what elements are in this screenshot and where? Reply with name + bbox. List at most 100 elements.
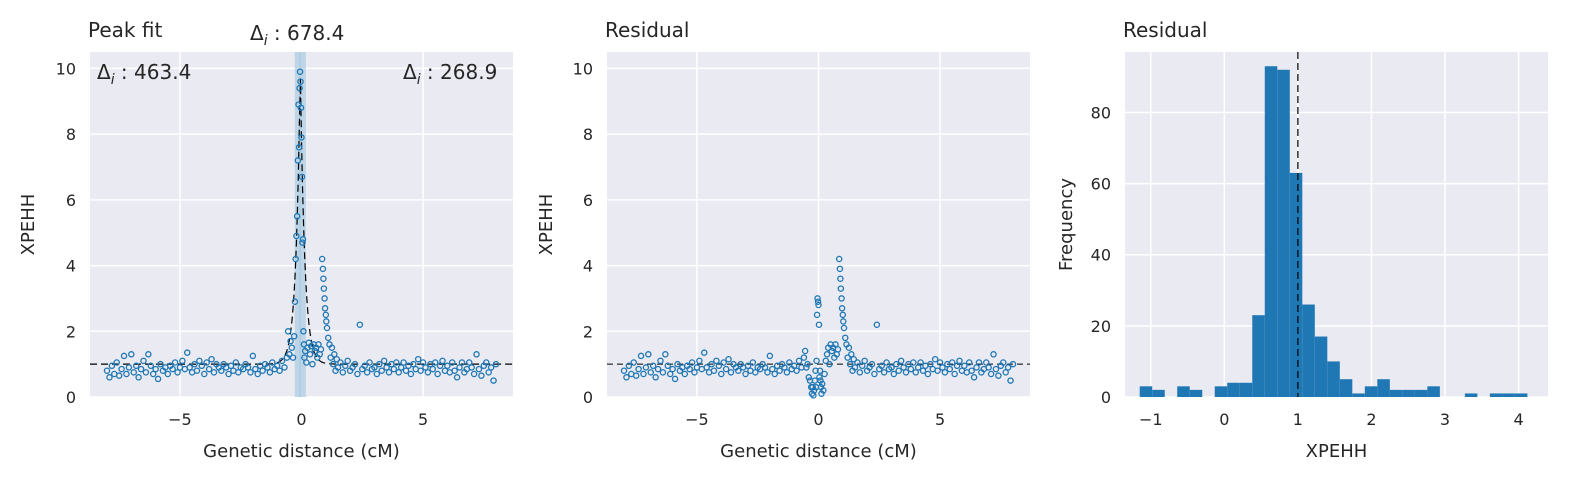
delta-value: : 678.4 bbox=[268, 21, 345, 45]
y-tick-label: 40 bbox=[1091, 246, 1111, 265]
data-point bbox=[320, 275, 327, 282]
data-point bbox=[337, 359, 344, 366]
data-point bbox=[356, 321, 364, 328]
data-point bbox=[850, 355, 858, 363]
data-point bbox=[893, 360, 900, 368]
data-point bbox=[299, 239, 306, 246]
data-point bbox=[813, 311, 821, 319]
data-point bbox=[837, 285, 845, 292]
y-tick-label: 8 bbox=[583, 125, 593, 144]
histogram-bar bbox=[1289, 172, 1303, 397]
data-points bbox=[620, 255, 1017, 399]
data-point bbox=[749, 359, 757, 366]
data-point bbox=[674, 360, 681, 368]
data-point bbox=[334, 364, 342, 371]
data-point bbox=[795, 357, 803, 365]
data-point bbox=[722, 365, 730, 373]
delta-symbol: Δ bbox=[250, 21, 264, 45]
data-point bbox=[649, 362, 657, 370]
data-point bbox=[951, 370, 958, 378]
x-axis-label: XPEHH bbox=[1306, 441, 1368, 462]
x-tick-label: 5 bbox=[418, 410, 428, 429]
data-point bbox=[296, 84, 303, 92]
data-point bbox=[992, 365, 1000, 373]
data-point bbox=[835, 255, 843, 263]
data-point bbox=[769, 365, 776, 373]
y-axis-label: XPEHH bbox=[536, 194, 557, 256]
data-point bbox=[157, 360, 164, 368]
data-point bbox=[296, 68, 304, 75]
data-point bbox=[815, 301, 822, 309]
histogram-bar bbox=[1352, 393, 1365, 397]
data-point bbox=[293, 213, 301, 220]
data-point bbox=[431, 359, 439, 366]
data-point bbox=[315, 341, 322, 348]
histogram-bar bbox=[1402, 389, 1415, 397]
histogram-bar bbox=[1177, 386, 1190, 397]
y-tick-label: 20 bbox=[1091, 317, 1111, 336]
data-point bbox=[771, 370, 778, 378]
data-point bbox=[453, 374, 461, 381]
data-point bbox=[710, 367, 718, 374]
data-point bbox=[1000, 359, 1007, 366]
data-point bbox=[252, 365, 259, 373]
y-axis-label: XPEHH bbox=[18, 194, 39, 256]
data-point bbox=[786, 359, 793, 366]
data-point bbox=[859, 362, 866, 370]
histogram-bar bbox=[1464, 393, 1478, 397]
data-point bbox=[968, 367, 975, 374]
data-point bbox=[319, 265, 327, 273]
data-point bbox=[654, 365, 662, 373]
data-point bbox=[708, 360, 715, 368]
data-point bbox=[475, 365, 483, 373]
data-point bbox=[321, 305, 329, 312]
data-point bbox=[333, 355, 340, 363]
data-point bbox=[820, 387, 827, 394]
data-point bbox=[191, 360, 198, 368]
data-point bbox=[783, 369, 791, 376]
data-point bbox=[125, 364, 133, 371]
data-point bbox=[145, 351, 152, 358]
data-point bbox=[292, 255, 299, 263]
data-point bbox=[844, 354, 851, 361]
data-point bbox=[385, 369, 393, 376]
data-point bbox=[686, 365, 693, 373]
histogram-bar bbox=[1139, 386, 1153, 397]
histogram-bar bbox=[1377, 379, 1390, 397]
data-point bbox=[128, 351, 135, 358]
data-point bbox=[298, 173, 306, 181]
data-point bbox=[383, 364, 390, 371]
data-point bbox=[973, 364, 980, 371]
data-point bbox=[941, 369, 949, 376]
y-tick-label: 60 bbox=[1091, 175, 1111, 194]
data-point bbox=[321, 295, 328, 302]
data-point bbox=[961, 362, 968, 370]
data-point bbox=[919, 367, 927, 374]
residual-scatter-panel: −5 0 5 0 2 4 6 8 10 Genetic distance (cM) XPEHH Res… bbox=[536, 18, 1030, 462]
data-point bbox=[311, 347, 319, 355]
data-point bbox=[848, 351, 855, 358]
data-point bbox=[890, 370, 898, 378]
data-point bbox=[303, 359, 310, 366]
data-point bbox=[339, 369, 347, 376]
data-point bbox=[397, 364, 405, 371]
delta-annotation: Δi : 463.4 bbox=[97, 60, 191, 88]
data-point bbox=[318, 255, 326, 263]
data-point bbox=[294, 157, 302, 164]
data-point bbox=[361, 362, 368, 370]
data-point bbox=[465, 359, 473, 366]
data-point bbox=[434, 370, 441, 378]
y-tick-label: 80 bbox=[1091, 103, 1111, 122]
panel-title: Residual bbox=[605, 18, 689, 42]
data-point bbox=[948, 359, 956, 366]
data-point bbox=[623, 374, 630, 381]
data-point bbox=[317, 346, 325, 353]
data-point bbox=[485, 369, 492, 376]
data-point bbox=[422, 364, 429, 371]
data-point bbox=[106, 374, 113, 381]
data-point bbox=[664, 362, 672, 370]
data-point bbox=[924, 370, 932, 378]
data-point bbox=[322, 311, 330, 319]
data-point bbox=[838, 295, 845, 302]
